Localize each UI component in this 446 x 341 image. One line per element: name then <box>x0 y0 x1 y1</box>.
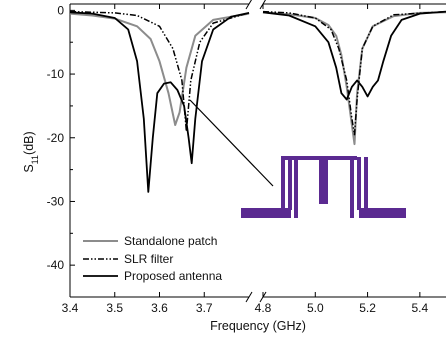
series-line-standalone-patch <box>262 11 446 146</box>
x-tick-label: 3.6 <box>151 301 168 315</box>
y-tick-label: -40 <box>47 258 65 272</box>
stub-left-inner <box>288 157 292 210</box>
x-tick-label: 5.0 <box>307 301 324 315</box>
stub-right-inner <box>357 157 361 210</box>
x-tick-label: 5.2 <box>359 301 376 315</box>
legend-label: Proposed antenna <box>124 269 222 283</box>
y-tick-label: -30 <box>47 194 65 208</box>
stub-right-outer <box>364 157 368 210</box>
x-tick-label: 3.4 <box>62 301 79 315</box>
x-tick-label: 3.7 <box>196 301 213 315</box>
x-tick-label: 4.8 <box>255 301 272 315</box>
axis-break-mark <box>245 291 253 303</box>
y-tick-label: 0 <box>57 3 64 17</box>
stub-left-outer <box>281 157 285 210</box>
series-line-proposed-antenna <box>262 10 446 101</box>
axis-ticks: 3.4 3.5 3.6 3.7 4.8 5.0 5.2 5.4 0 -10 -20 -30 -40 <box>47 3 429 315</box>
x-tick-label: 5.4 <box>412 301 429 315</box>
series-line-slr-filter <box>69 10 250 133</box>
filter-layout-inset <box>189 99 406 218</box>
series-line-proposed-antenna <box>69 11 250 193</box>
x-axis-title: Frequency (GHz) <box>210 319 306 333</box>
x-tick-label: 3.5 <box>106 301 123 315</box>
legend-label: SLR filter <box>124 252 173 266</box>
plot-frame <box>69 0 446 303</box>
legend-label: Standalone patch <box>124 234 217 248</box>
filter-layout-drawing <box>241 156 406 218</box>
ring-left <box>294 158 298 218</box>
ring-right <box>350 158 354 218</box>
pointer-line <box>189 99 274 187</box>
series-line-standalone-patch <box>69 12 250 126</box>
feed-line-right <box>359 208 406 218</box>
y-tick-label: -20 <box>47 131 65 145</box>
series-layer <box>69 10 446 193</box>
center-stub <box>319 158 328 204</box>
legend: Standalone patch SLR filter Proposed anten… <box>83 234 222 283</box>
axis-break-mark <box>245 0 252 10</box>
y-tick-label: -10 <box>47 67 65 81</box>
y-axis-title: S11(dB) <box>22 131 40 172</box>
series-line-slr-filter <box>262 10 446 136</box>
feed-line-left <box>241 208 291 218</box>
